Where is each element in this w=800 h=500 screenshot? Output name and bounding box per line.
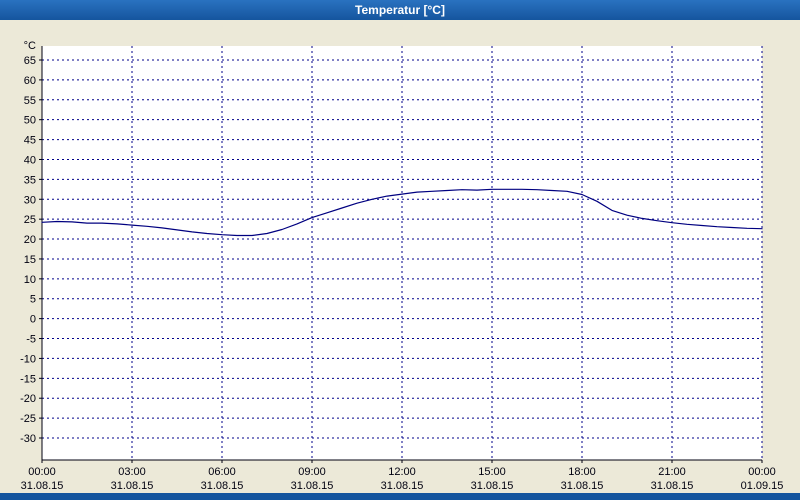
window-title: Temperatur [°C] [355,3,445,17]
svg-text:30: 30 [24,194,36,206]
svg-text:65: 65 [24,55,36,67]
svg-text:35: 35 [24,174,36,186]
svg-text:60: 60 [24,75,36,87]
svg-text:55: 55 [24,95,36,107]
window-bottom-border [0,493,800,500]
temperature-line-chart: 65605550454035302520151050-5-10-15-20-25… [20,40,784,492]
svg-text:15: 15 [24,254,36,266]
svg-text:12:00: 12:00 [388,466,416,478]
svg-text:31.08.15: 31.08.15 [291,480,334,492]
svg-text:01.09.15: 01.09.15 [741,480,784,492]
svg-text:31.08.15: 31.08.15 [201,480,244,492]
svg-text:-25: -25 [20,413,36,425]
svg-text:°C: °C [24,40,36,52]
chart-area: 65 60 55 50 45 40 35 30 25 20 15 10 5 0 -5 -10 -15 -20 -25… [0,20,800,493]
svg-text:25: 25 [24,214,36,226]
window-titlebar[interactable]: Temperatur [°C] [0,0,800,20]
svg-text:40: 40 [24,154,36,166]
svg-text:00:00: 00:00 [748,466,776,478]
svg-text:50: 50 [24,115,36,127]
svg-text:45: 45 [24,135,36,147]
svg-text:31.08.15: 31.08.15 [381,480,424,492]
svg-text:-5: -5 [26,334,36,346]
svg-text:20: 20 [24,234,36,246]
svg-text:0: 0 [30,314,36,326]
svg-text:06:00: 06:00 [208,466,236,478]
svg-text:-10: -10 [20,353,36,365]
svg-text:31.08.15: 31.08.15 [561,480,604,492]
svg-text:21:00: 21:00 [658,466,686,478]
svg-text:31.08.15: 31.08.15 [471,480,514,492]
temperature-series-line [41,188,763,237]
svg-text:15:00: 15:00 [478,466,506,478]
svg-text:03:00: 03:00 [118,466,146,478]
svg-text:-15: -15 [20,373,36,385]
svg-text:31.08.15: 31.08.15 [651,480,694,492]
svg-text:-20: -20 [20,393,36,405]
svg-text:00:00: 00:00 [28,466,56,478]
svg-text:5: 5 [30,294,36,306]
svg-text:09:00: 09:00 [298,466,326,478]
svg-text:18:00: 18:00 [568,466,596,478]
svg-text:31.08.15: 31.08.15 [21,480,64,492]
svg-text:10: 10 [24,274,36,286]
svg-text:-30: -30 [20,433,36,445]
svg-text:31.08.15: 31.08.15 [111,480,154,492]
